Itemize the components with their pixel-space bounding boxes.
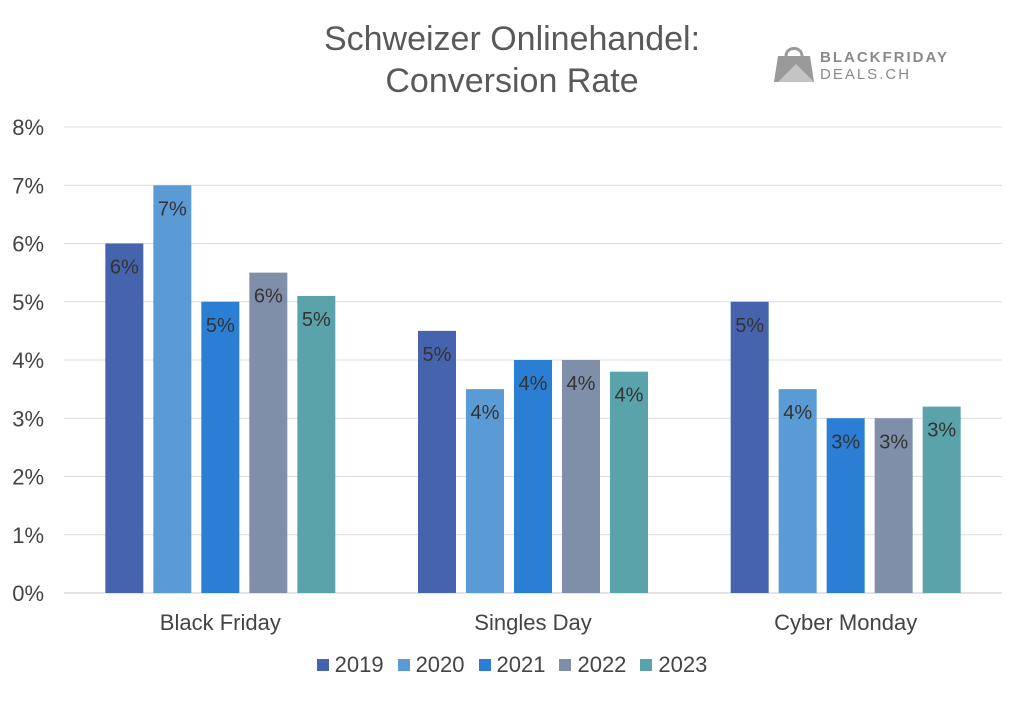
data-label: 7% <box>158 198 187 220</box>
legend-label: 2019 <box>334 652 384 677</box>
bar <box>418 330 456 593</box>
data-label: 5% <box>302 309 331 331</box>
data-label: 6% <box>254 286 283 308</box>
legend-label: 2022 <box>577 652 627 677</box>
y-tick-label: 7% <box>12 173 44 198</box>
legend-label: 2023 <box>658 652 708 677</box>
legend-swatch <box>559 659 572 671</box>
legend-item: 2019 <box>316 652 384 678</box>
legend-item: 2022 <box>559 652 626 678</box>
bar <box>466 389 504 593</box>
legend-item: 2021 <box>478 652 546 678</box>
y-tick-label: 3% <box>12 406 44 431</box>
logo-text-line-2: DEALS.CH <box>820 66 912 83</box>
data-label: 4% <box>783 402 812 424</box>
legend-swatch <box>397 659 410 671</box>
data-label: 3% <box>879 431 908 453</box>
y-tick-label: 0% <box>12 581 44 606</box>
bar <box>249 272 288 593</box>
brand-logo: BLACKFRIDAY DEALS.CH <box>772 44 972 86</box>
chart-plot-area: 0% 1% 2% 3% 4% 5% 6% 7% 8% 6% 7% 5% 6% 5% Black Friday… <box>12 115 1002 635</box>
chart-legend: 2019 2020 2021 2022 2023 <box>0 652 1024 678</box>
data-label: 3% <box>927 420 956 442</box>
data-label: 6% <box>110 257 139 279</box>
data-label: 5% <box>735 315 764 337</box>
x-tick-label: Cyber Monday <box>774 610 917 635</box>
legend-item: 2023 <box>640 652 707 678</box>
bar <box>922 406 961 593</box>
legend-item: 2020 <box>397 652 465 678</box>
bar <box>826 418 865 593</box>
legend-swatch <box>478 659 491 671</box>
legend-swatch <box>640 659 653 671</box>
y-tick-label: 2% <box>12 465 44 490</box>
data-label: 4% <box>567 373 596 395</box>
y-tick-label: 6% <box>12 232 44 257</box>
data-label: 5% <box>206 315 235 337</box>
chart-title-line-2: Conversion Rate <box>385 62 639 100</box>
data-label: 3% <box>831 431 860 453</box>
bar <box>778 389 817 593</box>
logo-text-line-1: BLACKFRIDAY <box>820 49 949 66</box>
legend-label: 2020 <box>415 652 465 677</box>
y-tick-label: 1% <box>12 523 44 548</box>
data-label: 4% <box>519 373 548 395</box>
legend-swatch <box>316 659 329 671</box>
chart-title-line-1: Schweizer Onlinehandel: <box>323 20 701 58</box>
bar <box>153 185 192 593</box>
y-tick-label: 8% <box>12 115 44 140</box>
data-label: 4% <box>615 385 644 407</box>
bar <box>610 371 648 593</box>
bar <box>105 243 144 593</box>
y-tick-label: 4% <box>12 348 44 373</box>
bar <box>874 418 913 593</box>
shopping-bag-icon <box>774 47 814 82</box>
x-tick-label: Singles Day <box>474 610 591 635</box>
legend-label: 2021 <box>496 652 546 677</box>
data-label: 5% <box>423 344 452 366</box>
data-label: 4% <box>471 402 500 424</box>
x-tick-label: Black Friday <box>160 610 281 635</box>
y-tick-label: 5% <box>12 290 44 315</box>
bar <box>730 301 769 593</box>
bar <box>201 301 240 593</box>
chart-title: Schweizer Onlinehandel: Conversion Rate <box>0 18 1024 102</box>
bar <box>562 360 600 593</box>
bar <box>514 360 552 593</box>
bar <box>297 295 336 593</box>
